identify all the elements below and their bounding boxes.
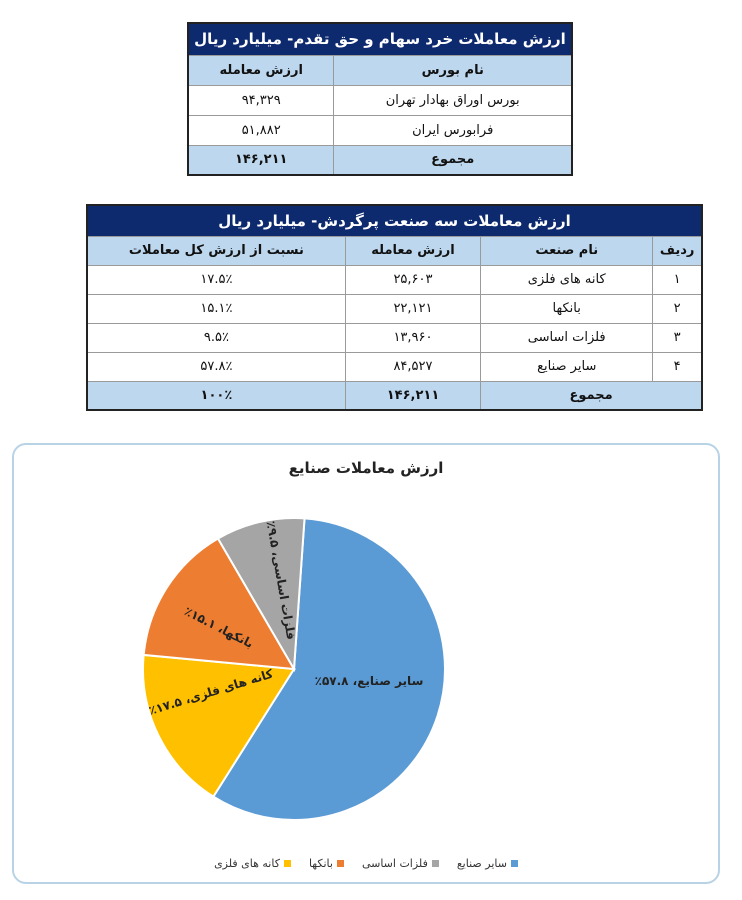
pie-slice-1	[142, 653, 296, 799]
cell: بانکها	[480, 293, 654, 324]
table-row: ۱ کانه های فلزی ۲۵,۶۰۳ ۱۷.۵٪	[86, 264, 703, 295]
legend-label: کانه های فلزی	[214, 857, 280, 870]
cell: ۱۴۶,۲۱۱	[187, 144, 335, 176]
cell: مجموع	[333, 144, 573, 176]
header-exchange-name: نام بورس	[333, 54, 573, 86]
legend-item: کانه های فلزی	[214, 857, 291, 870]
chart-title: ارزش معاملات صنایع	[288, 459, 444, 477]
pie-slice-0	[211, 517, 446, 821]
cell: ۱۳,۹۶۰	[344, 322, 482, 353]
header-trade-value: ارزش معامله	[344, 235, 482, 266]
cell: ۱	[652, 264, 703, 295]
cell: ۱۵.۱٪	[86, 293, 346, 324]
legend-item: بانکها	[309, 857, 344, 870]
cell: ۵۱,۸۸۲	[187, 114, 335, 146]
cell: ۳	[652, 322, 703, 353]
table-title: ارزش معاملات سه صنعت پرگردش- میلیارد ریا…	[86, 204, 703, 237]
table-row: بورس اوراق بهادار تهران ۹۴,۳۲۹	[187, 84, 573, 116]
header-trade-value: ارزش معامله	[187, 54, 335, 86]
pie-slice-3	[216, 517, 306, 673]
table-row: ۲ بانکها ۲۲,۱۲۱ ۱۵.۱٪	[86, 293, 703, 324]
legend-swatch	[510, 860, 518, 867]
cell: ۲	[652, 293, 703, 324]
total-row: مجموع ۱۴۶,۲۱۱ ۱۰۰٪	[86, 380, 703, 411]
cell: ۱۷.۵٪	[86, 264, 346, 295]
legend-label: فلزات اساسی	[361, 857, 428, 870]
table-title: ارزش معاملات خرد سهام و حق تقدم- میلیارد…	[187, 22, 573, 56]
cell: ۵۷.۸٪	[86, 351, 346, 382]
legend-swatch	[336, 860, 344, 867]
legend-swatch	[283, 860, 291, 867]
stock-exchange-table: ارزش معاملات خرد سهام و حق تقدم- میلیارد…	[187, 22, 573, 176]
cell: ۹.۵٪	[86, 322, 346, 353]
legend-swatch	[431, 860, 439, 867]
industries-table: ارزش معاملات سه صنعت پرگردش- میلیارد ریا…	[86, 204, 703, 411]
cell: ۲۵,۶۰۳	[344, 264, 482, 295]
cell: مجموع	[480, 380, 703, 411]
pie-chart: سایر صنایع، ۵۷.۸٪ کانه های فلزی، ۱۷.۵٪ ب…	[142, 517, 446, 821]
legend-item: فلزات اساسی	[362, 857, 439, 870]
cell: کانه های فلزی	[480, 264, 654, 295]
legend-item: سایر صنایع	[457, 857, 518, 870]
cell: ۹۴,۳۲۹	[187, 84, 335, 116]
legend-label: بانکها	[308, 857, 333, 870]
header-row-number: ردیف	[652, 235, 703, 266]
table-row: ۴ سایر صنایع ۸۴,۵۲۷ ۵۷.۸٪	[86, 351, 703, 382]
total-row: مجموع ۱۴۶,۲۱۱	[187, 144, 573, 176]
cell: سایر صنایع	[480, 351, 654, 382]
cell: بورس اوراق بهادار تهران	[333, 84, 573, 116]
table-row: ۳ فلزات اساسی ۱۳,۹۶۰ ۹.۵٪	[86, 322, 703, 353]
cell: ۸۴,۵۲۷	[344, 351, 482, 382]
cell: ۲۲,۱۲۱	[344, 293, 482, 324]
cell: فلزات اساسی	[480, 322, 654, 353]
table-row: فرابورس ایران ۵۱,۸۸۲	[187, 114, 573, 146]
pie-chart-panel: ارزش معاملات صنایع سایر صنایع، ۵۷.۸٪ کان…	[12, 443, 720, 884]
data-label-other: سایر صنایع، ۵۷.۸٪	[315, 674, 424, 688]
legend-label: سایر صنایع	[456, 857, 507, 870]
chart-legend: سایر صنایع فلزات اساسی بانکها کانه های فلزی	[14, 857, 718, 870]
header-share: نسبت از ارزش کل معاملات	[86, 235, 346, 266]
cell: ۱۰۰٪	[86, 380, 346, 411]
cell: فرابورس ایران	[333, 114, 573, 146]
pie-slice-2	[142, 537, 296, 671]
header-industry-name: نام صنعت	[480, 235, 654, 266]
cell: ۱۴۶,۲۱۱	[344, 380, 482, 411]
cell: ۴	[652, 351, 703, 382]
